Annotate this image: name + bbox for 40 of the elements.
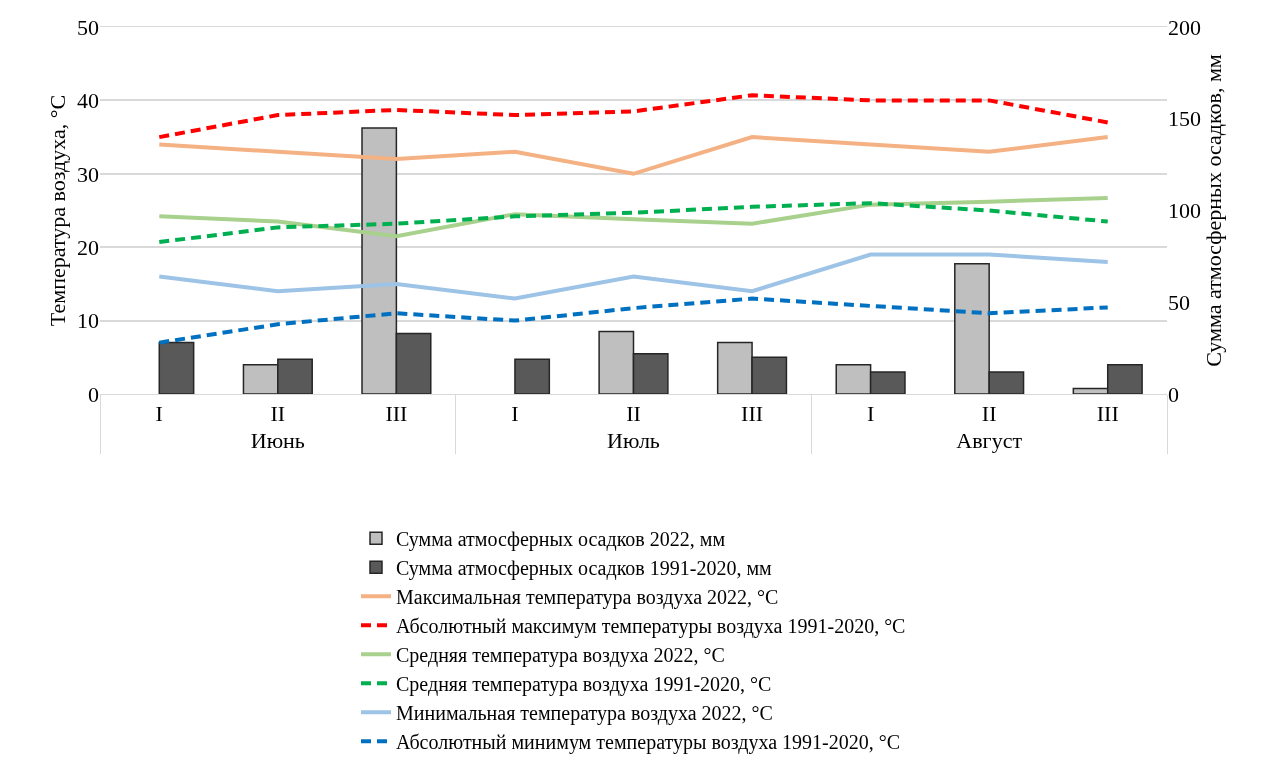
y-tick-label: 40: [77, 88, 99, 114]
x-tick-label: III: [741, 401, 764, 427]
y-tick-label: 50: [77, 14, 99, 40]
text: Июнь: [250, 428, 305, 454]
text: Июль: [607, 428, 660, 454]
y2-axis-title: Сумма атмосферных осадков, мм: [1201, 54, 1226, 367]
legend-label: Минимальная температура воздуха 2022, °C: [396, 702, 773, 726]
x-tick-label: I: [511, 401, 519, 427]
x-tick-label: I: [155, 401, 163, 427]
y2-tick-label: 0: [1168, 381, 1179, 407]
legend-label: Абсолютный максимум температуры воздуха 1991-2020, °C: [396, 615, 906, 639]
x-tick-label: II: [626, 401, 641, 427]
y-axis-title: Температура воздуха, °C: [44, 94, 70, 327]
y2-tick-label: 150: [1168, 106, 1201, 132]
x-tick-label: III: [385, 401, 408, 427]
x-tick-label: III: [1096, 401, 1119, 427]
bar: [514, 358, 551, 394]
x-tick-label: II: [270, 401, 286, 427]
y-tick-label: 20: [77, 234, 99, 260]
line-series: [157, 201, 1110, 245]
y-tick-label: 30: [77, 161, 99, 187]
line-series: [157, 252, 1110, 301]
y2-tick-label: 100: [1168, 198, 1201, 224]
line-series: [157, 135, 1110, 176]
line-series: [157, 296, 1110, 345]
x-tick-label: I: [866, 401, 875, 427]
y-tick-label: 0: [88, 381, 99, 407]
bar: [158, 341, 195, 394]
y-tick-label: 10: [77, 308, 99, 334]
y2-tick-label: 50: [1168, 289, 1190, 315]
text: Август: [956, 428, 1023, 454]
line-series: [157, 93, 1110, 140]
legend-label: Максимальная температура воздуха 2022, °C: [396, 586, 779, 610]
legend-label: Сумма атмосферных осадков 1991-2020, мм: [396, 557, 773, 581]
legend-label: Абсолютный минимум температуры воздуха 1991-2020, °C: [396, 731, 901, 755]
legend-label: Средняя температура воздуха 2022, °C: [396, 644, 725, 668]
legend-label: Средняя температура воздуха 1991-2020, °C: [396, 673, 772, 697]
y2-tick-label: 200: [1168, 14, 1201, 40]
x-tick-label: II: [981, 401, 997, 427]
legend-label: Сумма атмосферных осадков 2022, мм: [396, 528, 726, 552]
